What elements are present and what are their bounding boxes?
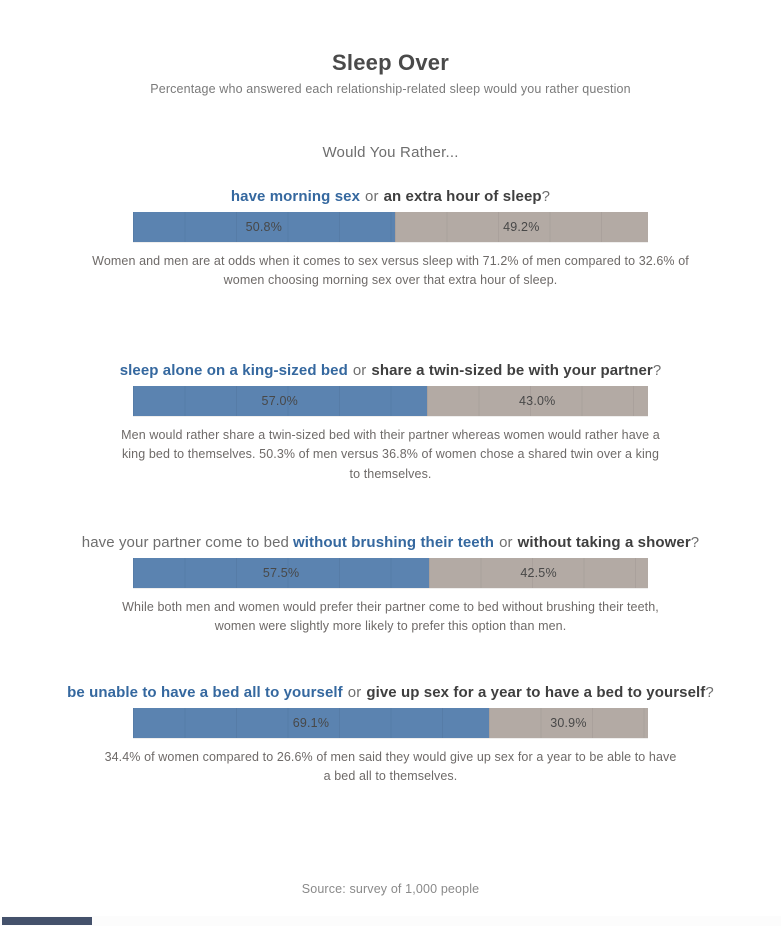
question-heading-2: sleep alone on a king-sized bed or share a… xyxy=(0,362,781,379)
question-heading-1: have morning sex or an extra hour of sleep… xyxy=(0,188,781,205)
question-prefix: have your partner come to bed xyxy=(81,533,289,551)
question-block-4: be unable to have a bed all to yourself o… xyxy=(0,684,781,787)
question-option-b: share a twin-sized be with your partner xyxy=(371,361,653,379)
question-option-b: give up sex for a year to have a bed to … xyxy=(366,683,706,701)
question-connector: or xyxy=(365,188,379,205)
bar-segment-option-a[interactable]: 50.8% xyxy=(133,212,395,242)
question-heading-3: have your partner come to bed without bru… xyxy=(0,534,781,551)
question-connector: or xyxy=(499,533,513,551)
bar-segment-option-b[interactable]: 43.0% xyxy=(426,385,648,416)
stacked-bar-1: 50.8% 49.2% xyxy=(133,212,648,243)
question-mark: ? xyxy=(705,683,714,701)
question-caption-3: While both men and women would prefer th… xyxy=(122,599,659,634)
bar-segment-option-b[interactable]: 30.9% xyxy=(488,707,648,738)
question-connector: or xyxy=(347,683,362,701)
question-block-1: have morning sex or an extra hour of sleep… xyxy=(0,188,781,291)
would-you-rather-prompt: Would You Rather... xyxy=(322,144,459,161)
question-connector: or xyxy=(352,361,367,379)
bar-value-label-a: 57.0% xyxy=(261,393,298,408)
bar-value-label-b: 49.2% xyxy=(503,220,540,234)
bar-segment-option-a[interactable]: 69.1% xyxy=(133,707,489,738)
question-heading-4: be unable to have a bed all to yourself o… xyxy=(0,684,781,701)
stacked-bar-2: 57.0% 43.0% xyxy=(133,385,648,417)
question-caption-1: Women and men are at odds when it comes … xyxy=(92,254,689,288)
question-caption-2: Men would rather share a twin-sized bed … xyxy=(121,427,660,481)
source-attribution: Source: survey of 1,000 people xyxy=(301,882,480,897)
question-option-b: without taking a shower xyxy=(517,533,691,551)
bar-value-label-a: 69.1% xyxy=(292,715,330,730)
question-option-a: have morning sex xyxy=(230,188,361,205)
question-mark: ? xyxy=(541,188,551,205)
bar-value-label-b: 30.9% xyxy=(550,715,587,730)
question-block-3: have your partner come to bed without bru… xyxy=(0,534,781,637)
question-block-2: sleep alone on a king-sized bed or share a… xyxy=(0,362,781,484)
question-mark: ? xyxy=(652,361,662,379)
question-mark: ? xyxy=(690,533,700,551)
question-option-a: sleep alone on a king-sized bed xyxy=(119,361,348,379)
stacked-bar-3: 57.5% 42.5% xyxy=(133,557,648,589)
question-option-a: without brushing their teeth xyxy=(292,533,495,551)
bar-segment-option-a[interactable]: 57.5% xyxy=(133,557,430,588)
bar-value-label-a: 57.5% xyxy=(262,565,300,580)
page-title: Sleep Over xyxy=(332,50,449,75)
question-caption-4: 34.4% of women compared to 26.6% of men … xyxy=(104,749,677,783)
stacked-bar-4: 69.1% 30.9% xyxy=(133,707,648,739)
horizontal-scrollbar-track[interactable] xyxy=(0,916,781,926)
bar-value-label-b: 43.0% xyxy=(519,393,556,408)
question-option-b: an extra hour of sleep xyxy=(383,188,542,205)
bar-segment-option-b[interactable]: 42.5% xyxy=(429,557,648,588)
bar-value-label-a: 50.8% xyxy=(245,220,283,234)
bar-segment-option-b[interactable]: 49.2% xyxy=(394,212,648,242)
page-subtitle: Percentage who answered each relationshi… xyxy=(150,82,631,96)
viz-page: Sleep Over Percentage who answered each … xyxy=(0,50,781,897)
bar-value-label-b: 42.5% xyxy=(520,565,557,580)
horizontal-scrollbar-thumb[interactable] xyxy=(2,917,92,925)
bar-segment-option-a[interactable]: 57.0% xyxy=(133,385,427,416)
question-option-a: be unable to have a bed all to yourself xyxy=(67,683,343,701)
